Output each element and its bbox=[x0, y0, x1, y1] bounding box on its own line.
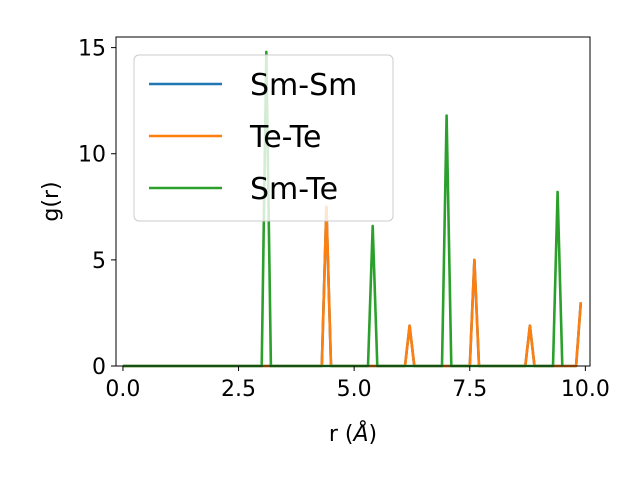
x-tick-label: 2.5 bbox=[221, 377, 256, 402]
legend-label-te-te: Te-Te bbox=[249, 120, 321, 155]
x-tick-label: 10.0 bbox=[561, 377, 610, 402]
x-tick-label: 5.0 bbox=[337, 377, 372, 402]
y-axis-label: g(r) bbox=[39, 181, 64, 221]
y-axis-ticks: 0 5 10 15 bbox=[78, 37, 116, 380]
y-tick-label: 0 bbox=[92, 355, 106, 380]
legend-box bbox=[133, 54, 394, 222]
x-tick-label: 7.5 bbox=[452, 377, 487, 402]
plot-frame bbox=[115, 36, 591, 367]
x-axis-ticks: 0.0 2.5 5.0 7.5 10.0 bbox=[105, 366, 610, 402]
legend: Sm-Sm Te-Te Sm-Te bbox=[133, 54, 394, 222]
series-line-te-te bbox=[122, 205, 583, 368]
series-line-sm-sm bbox=[122, 205, 583, 368]
y-tick-label: 10 bbox=[78, 143, 106, 168]
y-tick-label: 5 bbox=[92, 249, 106, 274]
legend-label-sm-te: Sm-Te bbox=[250, 172, 338, 207]
y-tick-label: 15 bbox=[78, 37, 106, 62]
x-axis-label: r (Å) bbox=[329, 420, 377, 447]
legend-label-sm-sm: Sm-Sm bbox=[250, 68, 357, 103]
x-tick-label: 0.0 bbox=[105, 377, 140, 402]
